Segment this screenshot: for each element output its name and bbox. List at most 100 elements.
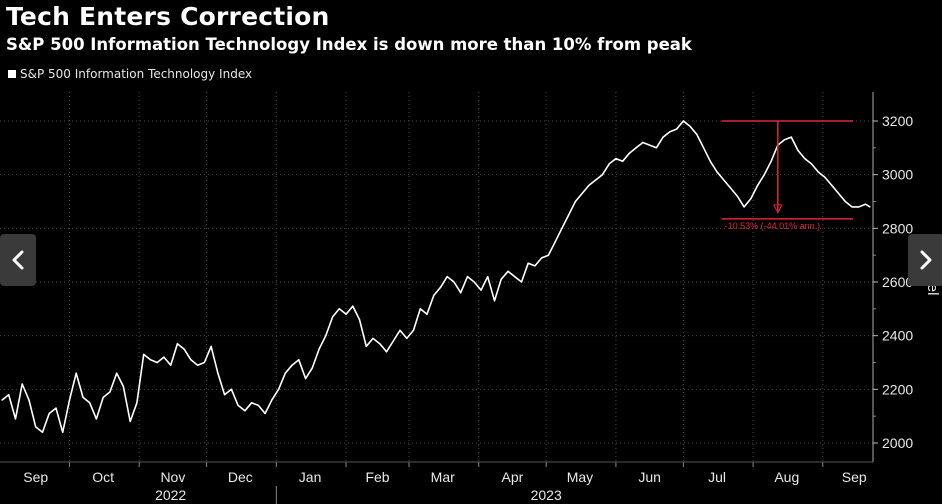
data-point bbox=[743, 206, 745, 208]
data-point bbox=[291, 364, 293, 366]
x-tick-label: Feb bbox=[365, 469, 389, 485]
data-point bbox=[109, 391, 111, 393]
y-tick-label: 2200 bbox=[882, 381, 913, 397]
data-point bbox=[143, 353, 145, 355]
data-point bbox=[62, 431, 64, 433]
axes: 2000 2200 2400 2600 2800 3000 3200 Sep Oct Nov Dec… bbox=[0, 92, 941, 504]
data-point bbox=[48, 412, 50, 415]
chevron-right-icon bbox=[920, 250, 932, 270]
x-tick-label: Jun bbox=[638, 469, 661, 485]
data-point bbox=[588, 184, 590, 186]
data-point bbox=[325, 335, 327, 337]
next-chart-button[interactable] bbox=[908, 234, 942, 286]
data-point bbox=[844, 200, 846, 203]
data-point bbox=[352, 305, 354, 307]
data-point bbox=[635, 147, 637, 149]
data-point bbox=[345, 313, 347, 315]
data-point bbox=[217, 372, 219, 374]
data-point bbox=[696, 133, 698, 135]
chevron-left-icon bbox=[12, 250, 24, 270]
data-point bbox=[466, 276, 469, 278]
data-point bbox=[318, 348, 320, 350]
data-point bbox=[568, 214, 570, 216]
data-point bbox=[824, 176, 826, 178]
data-point bbox=[311, 367, 313, 369]
y-tick-label: 2600 bbox=[882, 274, 913, 290]
series-line bbox=[1, 120, 871, 434]
x-tick-label: Aug bbox=[774, 469, 799, 485]
chart-title: Tech Enters Correction bbox=[6, 2, 330, 31]
data-point bbox=[41, 431, 44, 433]
data-point bbox=[332, 316, 334, 318]
x-tick-label: Nov bbox=[160, 469, 185, 485]
data-point bbox=[655, 147, 658, 149]
x-tick-label: Oct bbox=[92, 469, 114, 485]
data-point bbox=[453, 281, 455, 283]
data-point bbox=[170, 364, 172, 366]
data-point bbox=[797, 149, 799, 152]
data-point bbox=[433, 294, 435, 296]
data-point bbox=[770, 160, 772, 162]
data-point bbox=[709, 160, 711, 162]
data-point bbox=[716, 171, 718, 173]
y-tick-label: 2000 bbox=[882, 435, 913, 451]
y-tick-label: 3200 bbox=[882, 113, 913, 129]
data-point bbox=[682, 120, 685, 122]
data-point bbox=[608, 163, 610, 165]
data-point bbox=[419, 308, 421, 310]
data-point bbox=[615, 158, 617, 160]
data-point bbox=[55, 407, 57, 409]
data-point bbox=[399, 329, 401, 331]
data-point bbox=[68, 399, 71, 401]
data-point bbox=[338, 308, 340, 310]
data-point bbox=[473, 281, 475, 283]
chart-subtitle: S&P 500 Information Technology Index is … bbox=[6, 35, 692, 54]
data-point bbox=[406, 337, 408, 339]
legend-label: S&P 500 Information Technology Index bbox=[20, 67, 253, 81]
data-point bbox=[278, 388, 280, 390]
data-point bbox=[244, 410, 246, 412]
data-point bbox=[622, 160, 624, 162]
data-point bbox=[8, 394, 10, 396]
data-point bbox=[35, 426, 37, 428]
data-point bbox=[89, 402, 91, 404]
x-tick-label: Dec bbox=[228, 469, 253, 485]
data-point bbox=[75, 372, 77, 374]
x-tick-label: Mar bbox=[431, 469, 455, 485]
data-point bbox=[190, 359, 192, 361]
x-tick-label: Sep bbox=[842, 469, 867, 485]
data-point bbox=[858, 206, 860, 208]
data-point bbox=[520, 281, 523, 283]
data-point bbox=[869, 206, 871, 208]
data-point bbox=[851, 206, 853, 208]
data-point bbox=[460, 292, 462, 294]
drawdown-arrow-head bbox=[772, 204, 783, 215]
data-point bbox=[554, 241, 556, 243]
data-point bbox=[446, 276, 448, 278]
data-point bbox=[163, 356, 165, 358]
data-point bbox=[129, 420, 131, 423]
data-point bbox=[837, 192, 840, 194]
data-point bbox=[358, 319, 361, 321]
data-point bbox=[379, 343, 381, 345]
data-point bbox=[305, 378, 307, 380]
data-point bbox=[271, 399, 273, 401]
data-point bbox=[493, 300, 496, 302]
data-point bbox=[804, 158, 806, 160]
chart-legend: S&P 500 Information Technology Index bbox=[8, 67, 252, 81]
data-point bbox=[864, 203, 867, 205]
year-label: 2022 bbox=[155, 487, 186, 503]
data-point bbox=[257, 404, 259, 406]
data-point bbox=[730, 187, 732, 189]
x-tick-label: Sep bbox=[23, 469, 48, 485]
data-point bbox=[487, 276, 489, 278]
data-point bbox=[527, 262, 529, 264]
previous-chart-button[interactable] bbox=[0, 234, 36, 286]
data-point bbox=[264, 412, 266, 415]
data-point bbox=[581, 192, 583, 194]
data-point bbox=[547, 254, 550, 256]
data-point bbox=[574, 200, 577, 203]
data-point bbox=[662, 136, 664, 138]
data-point bbox=[210, 345, 212, 347]
